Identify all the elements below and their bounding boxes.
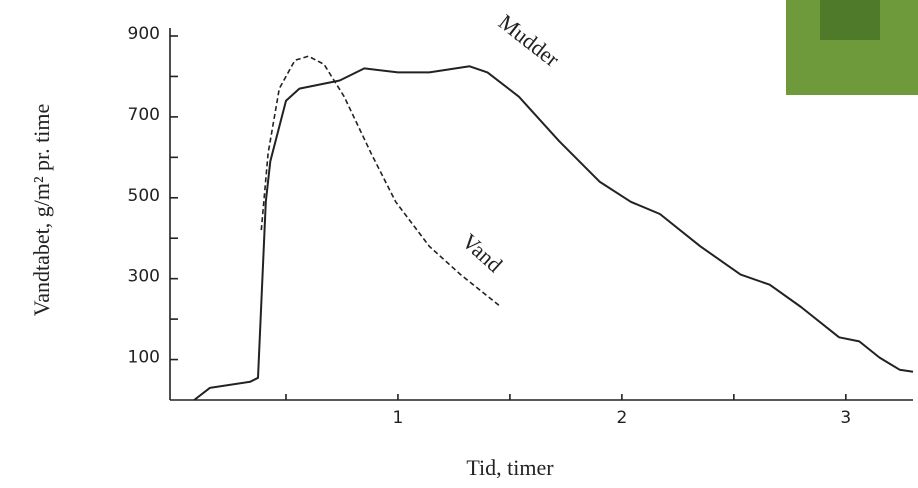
- line-dashed: [260, 55, 502, 308]
- series-label: Mudder: [494, 9, 565, 72]
- y-tick-label: 500: [128, 186, 160, 206]
- line-solid: [193, 65, 914, 401]
- y-tick-label: 300: [128, 267, 160, 287]
- y-tick-label: 100: [128, 348, 160, 368]
- y-tick-label: 900: [128, 24, 160, 44]
- y-tick-label: 700: [128, 105, 160, 125]
- y-axis-label: Vandtabet, g/m² pr. time: [29, 104, 54, 317]
- photo-detail: [820, 0, 880, 40]
- x-tick-label: 1: [393, 408, 404, 428]
- series-label: Vand: [457, 228, 507, 277]
- x-axis-label: Tid, timer: [466, 455, 554, 480]
- x-tick-label: 2: [616, 408, 627, 428]
- x-tick-label: 3: [840, 408, 851, 428]
